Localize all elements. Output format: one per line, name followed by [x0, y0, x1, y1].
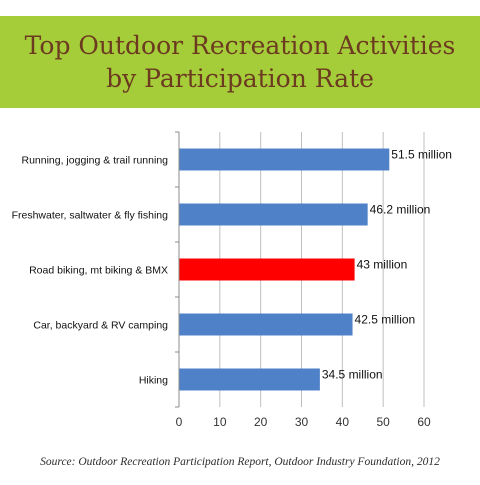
x-tick-label: 0 [176, 415, 183, 429]
bar [179, 203, 368, 226]
category-label: Running, jogging & trail running [21, 155, 168, 167]
x-tick-label: 20 [254, 415, 268, 429]
category-label: Hiking [139, 375, 168, 387]
x-tick-label: 10 [213, 415, 227, 429]
data-label: 42.5 million [355, 313, 416, 327]
data-label: 51.5 million [391, 148, 452, 162]
bar [179, 258, 355, 281]
bar [179, 148, 390, 171]
source-note: Source: Outdoor Recreation Participation… [40, 456, 440, 468]
bar [179, 313, 353, 336]
chart-title: Top Outdoor Recreation Activities by Par… [24, 31, 456, 93]
x-tick-label: 60 [417, 415, 431, 429]
category-label: Road biking, mt biking & BMX [29, 265, 168, 277]
x-tick-label: 40 [336, 415, 350, 429]
category-label: Car, backyard & RV camping [33, 320, 168, 332]
bar [179, 368, 320, 391]
category-label: Freshwater, saltwater & fly fishing [12, 210, 169, 222]
x-tick-label: 50 [376, 415, 390, 429]
data-label: 43 million [357, 258, 408, 272]
title-banner [0, 16, 480, 108]
x-tick-label: 30 [295, 415, 309, 429]
data-label: 34.5 million [322, 368, 383, 382]
data-label: 46.2 million [370, 203, 431, 217]
